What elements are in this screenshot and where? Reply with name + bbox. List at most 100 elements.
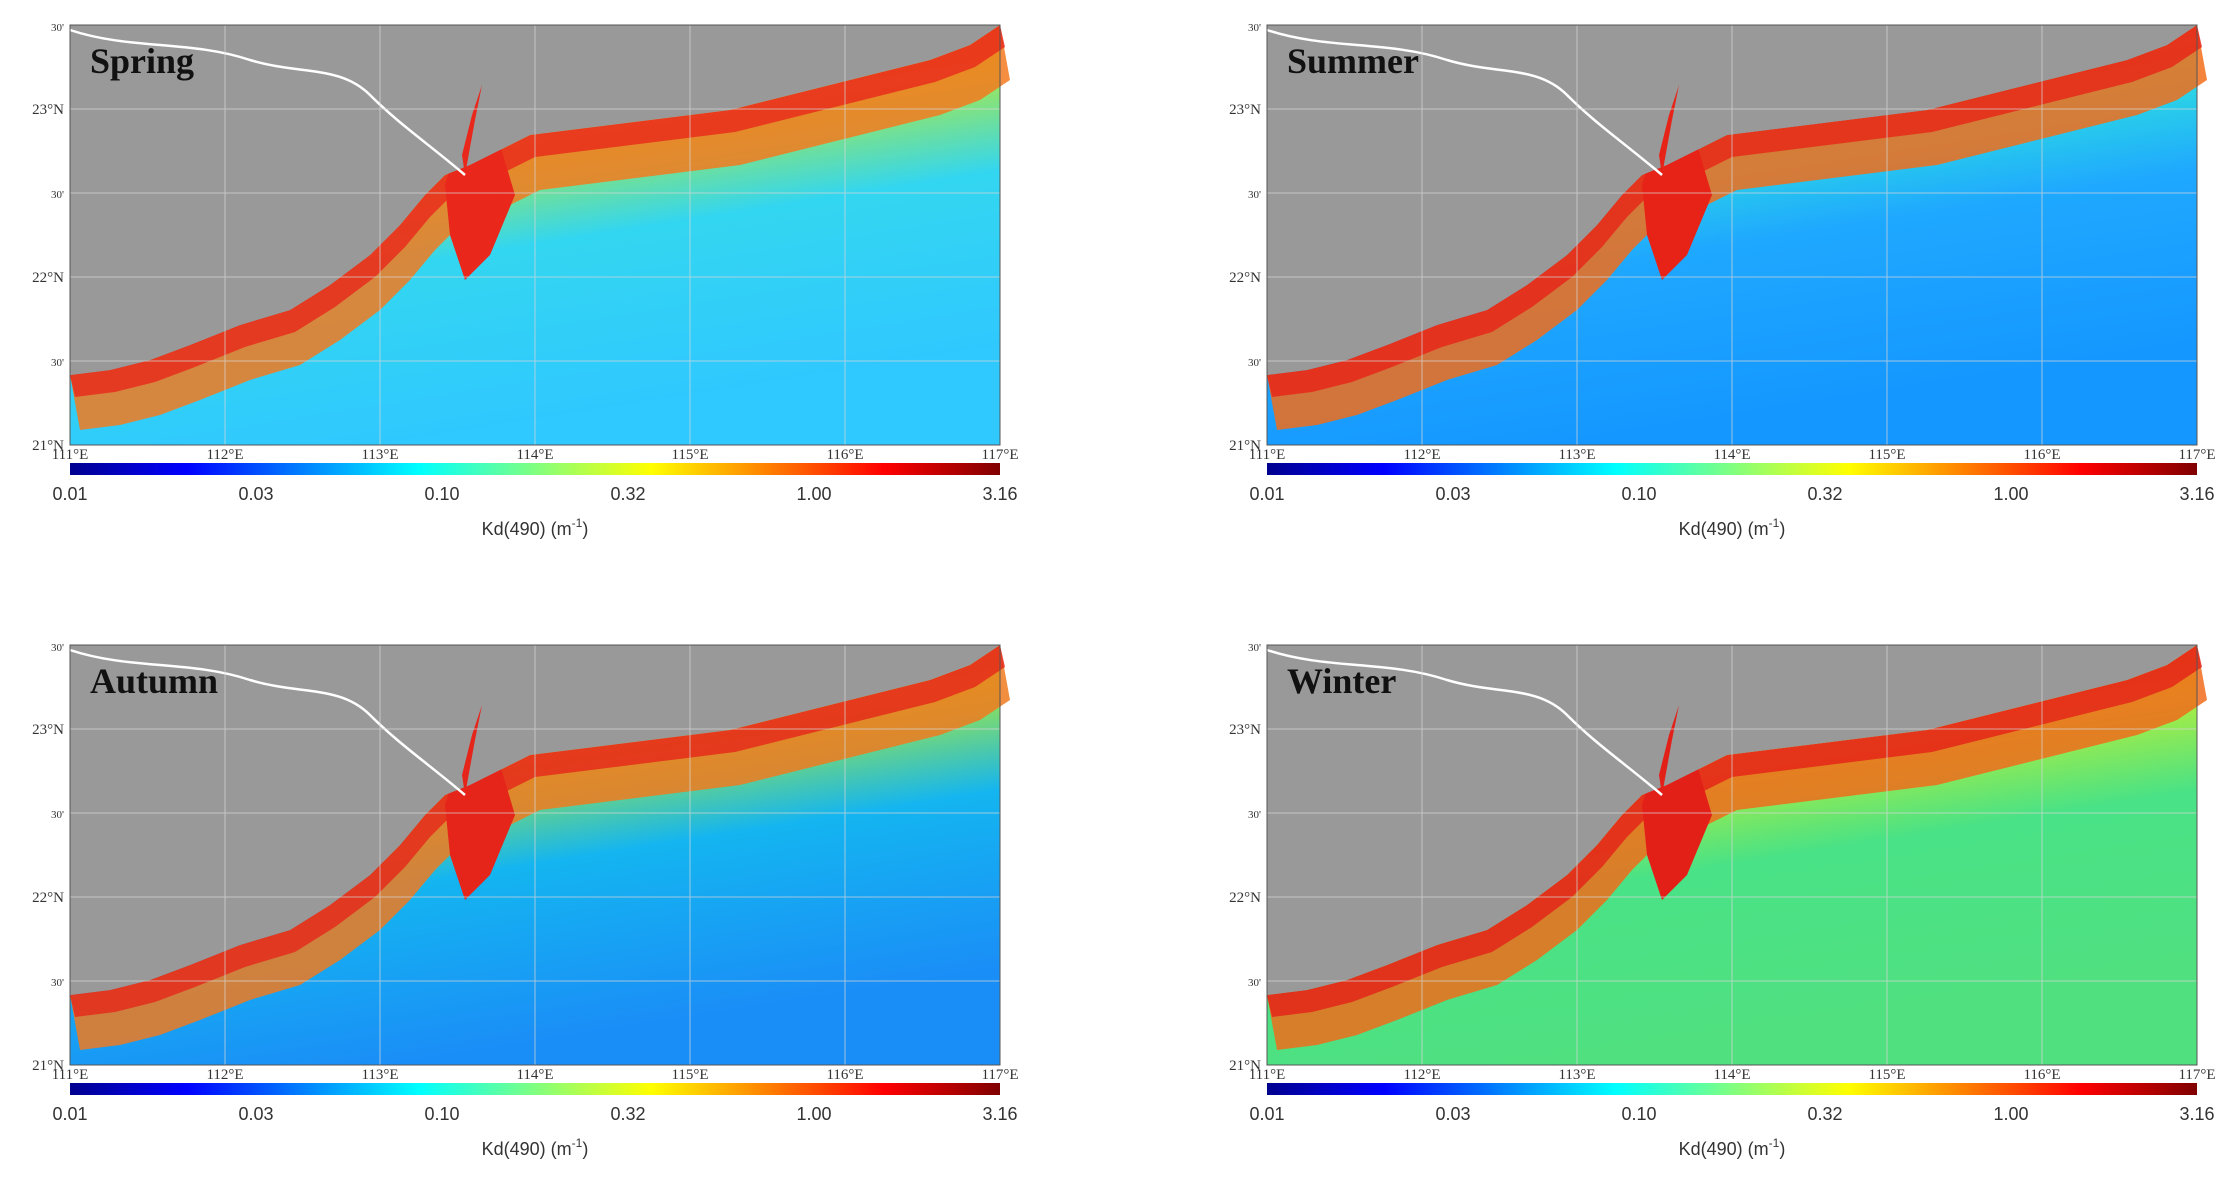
estuary-band: [1267, 25, 2202, 397]
map-frame: [1266, 24, 2198, 446]
colorbar: [70, 1083, 1000, 1095]
colorbar-tick-label: 0.10: [424, 484, 459, 504]
colorbar-tick-label: 3.16: [982, 484, 1017, 504]
lon-tick-label: 115°E: [671, 447, 708, 463]
colorbar-tick-label: 3.16: [2179, 1104, 2214, 1124]
lat-tick-label: 30': [51, 22, 64, 34]
nearshore-band: [1267, 645, 2207, 1050]
lat-tick-label: 22°N: [32, 270, 64, 286]
lon-tick-label: 111°E: [1249, 447, 1286, 463]
colorbar-label: Kd(490) (m-1): [482, 1136, 589, 1159]
graticule: [70, 25, 1000, 445]
graticule: [1267, 645, 2197, 1065]
colorbar-tick-label: 0.10: [424, 1104, 459, 1124]
lat-tick-label: 23°N: [1229, 722, 1261, 738]
colorbar-tick-label: 3.16: [982, 1104, 1017, 1124]
river-line: [69, 648, 466, 796]
lon-tick-label: 113°E: [361, 1067, 398, 1083]
lon-tick-label: 115°E: [1868, 1067, 1905, 1083]
lat-tick-label: 30': [51, 809, 64, 821]
lon-tick-label: 113°E: [1558, 1067, 1595, 1083]
estuary-band: [70, 25, 1005, 397]
colorbar-tick-label: 0.03: [238, 484, 273, 504]
lon-tick-label: 115°E: [1868, 447, 1905, 463]
lat-tick-label: 30': [1248, 189, 1261, 201]
estuary-band: [1267, 645, 2202, 1017]
river-line: [1266, 648, 1663, 796]
panel-summer: Summer 30' 23°N 30' 22°N 30' 21°N 111°E 112°E 113…: [1229, 10, 2234, 560]
lon-tick-label: 112°E: [206, 447, 243, 463]
colorbar: [70, 463, 1000, 475]
colorbar-tick-label: 0.32: [1807, 1104, 1842, 1124]
lon-tick-label: 117°E: [981, 447, 1018, 463]
lon-tick-label: 112°E: [1403, 1067, 1440, 1083]
lon-tick-label: 113°E: [361, 447, 398, 463]
graticule: [1267, 25, 2197, 445]
lat-tick-label: 22°N: [1229, 890, 1261, 906]
estuary-channels: [1659, 705, 1697, 855]
colorbar-label: Kd(490) (m-1): [482, 516, 589, 539]
estuary-channels: [1659, 85, 1697, 235]
lon-tick-label: 111°E: [52, 447, 89, 463]
river-line: [69, 28, 466, 176]
colorbar-tick-label: 0.01: [52, 484, 87, 504]
colorbar-tick-label: 1.00: [796, 1104, 831, 1124]
colorbar-label: Kd(490) (m-1): [1679, 1136, 1786, 1159]
lon-tick-label: 116°E: [826, 447, 863, 463]
colorbar-tick-label: 0.10: [1621, 1104, 1656, 1124]
estuary-channels: [462, 705, 500, 855]
lon-tick-label: 117°E: [2178, 447, 2215, 463]
lon-tick-label: 115°E: [671, 1067, 708, 1083]
lon-tick-label: 116°E: [2023, 1067, 2060, 1083]
map-frame: [69, 644, 1001, 1066]
lat-tick-label: 21°N: [1229, 1058, 1261, 1074]
estuary-band: [70, 645, 1005, 1017]
colorbar-tick-label: 1.00: [1993, 1104, 2028, 1124]
lon-tick-label: 117°E: [2178, 1067, 2215, 1083]
lon-tick-label: 112°E: [1403, 447, 1440, 463]
lon-tick-label: 114°E: [1713, 447, 1750, 463]
lon-tick-label: 116°E: [826, 1067, 863, 1083]
lon-tick-label: 116°E: [2023, 447, 2060, 463]
panel-winter: Winter 30' 23°N 30' 22°N 30' 21°N 111°E 112°E 113…: [1229, 630, 2234, 1180]
map-frame: [1266, 644, 2198, 1066]
lat-tick-label: 21°N: [32, 438, 64, 454]
lat-tick-label: 30': [1248, 977, 1261, 989]
lat-tick-label: 30': [51, 189, 64, 201]
season-title: Summer: [1287, 41, 1419, 81]
land-mass: [1267, 25, 2197, 375]
colorbar-tick-label: 0.03: [1435, 1104, 1470, 1124]
lat-tick-label: 21°N: [1229, 438, 1261, 454]
lon-tick-label: 111°E: [52, 1067, 89, 1083]
colorbar-tick-label: 0.01: [1249, 484, 1284, 504]
lat-tick-label: 22°N: [1229, 270, 1261, 286]
colorbar-label: Kd(490) (m-1): [1679, 516, 1786, 539]
lon-tick-label: 111°E: [1249, 1067, 1286, 1083]
colorbar-tick-label: 0.32: [610, 484, 645, 504]
graticule: [70, 645, 1000, 1065]
lat-tick-label: 30': [1248, 809, 1261, 821]
colorbar-tick-label: 0.01: [52, 1104, 87, 1124]
nearshore-band: [70, 25, 1010, 430]
lat-tick-label: 30': [51, 357, 64, 369]
lon-tick-label: 114°E: [1713, 1067, 1750, 1083]
lon-tick-label: 114°E: [516, 1067, 553, 1083]
nearshore-band: [1267, 25, 2207, 430]
colorbar-tick-label: 0.01: [1249, 1104, 1284, 1124]
colorbar: [1267, 463, 2197, 475]
season-title: Winter: [1287, 661, 1396, 701]
colorbar-tick-label: 3.16: [2179, 484, 2214, 504]
colorbar-tick-label: 0.03: [1435, 484, 1470, 504]
colorbar-tick-label: 1.00: [1993, 484, 2028, 504]
season-title: Spring: [90, 41, 194, 81]
lon-tick-label: 112°E: [206, 1067, 243, 1083]
map-frame: [69, 24, 1001, 446]
colorbar: [1267, 1083, 2197, 1095]
lat-tick-label: 23°N: [32, 102, 64, 118]
colorbar-tick-label: 0.03: [238, 1104, 273, 1124]
land-mass: [70, 645, 1000, 995]
estuary-channels: [462, 85, 500, 235]
